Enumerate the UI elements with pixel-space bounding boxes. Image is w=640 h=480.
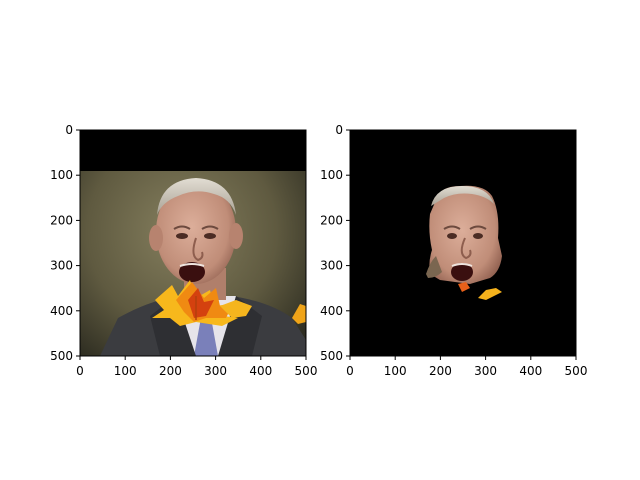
y-tick-label: 0 xyxy=(335,123,343,137)
left-image xyxy=(80,130,306,356)
x-tick-label: 400 xyxy=(249,364,272,378)
y-tick-label: 400 xyxy=(50,304,73,318)
y-tick-label: 500 xyxy=(50,349,73,363)
y-tick-label: 300 xyxy=(320,259,343,273)
x-tick-label: 200 xyxy=(429,364,452,378)
right-image xyxy=(350,130,576,356)
left-panel: 0 100 200 300 400 500 0 100 200 300 400 500 xyxy=(50,123,317,378)
y-tick-label: 0 xyxy=(65,123,73,137)
y-tick-label: 200 xyxy=(50,213,73,227)
x-tick-label: 300 xyxy=(474,364,497,378)
x-tick-label: 0 xyxy=(346,364,354,378)
x-tick-label: 200 xyxy=(159,364,182,378)
x-tick-label: 100 xyxy=(114,364,137,378)
y-tick-label: 200 xyxy=(320,213,343,227)
black-band xyxy=(80,130,306,171)
right-x-ticks: 0 100 200 300 400 500 xyxy=(346,356,587,378)
masked-face xyxy=(426,186,502,284)
x-tick-label: 500 xyxy=(565,364,588,378)
y-tick-label: 500 xyxy=(320,349,343,363)
x-tick-label: 100 xyxy=(384,364,407,378)
x-tick-label: 0 xyxy=(76,364,84,378)
y-tick-label: 100 xyxy=(320,168,343,182)
right-y-ticks: 0 100 200 300 400 500 xyxy=(320,123,350,363)
left-x-ticks: 0 100 200 300 400 500 xyxy=(76,356,317,378)
y-tick-label: 400 xyxy=(320,304,343,318)
right-panel: 0 100 200 300 400 500 0 100 200 300 400 500 xyxy=(320,123,587,378)
y-tick-label: 300 xyxy=(50,259,73,273)
y-tick-label: 100 xyxy=(50,168,73,182)
x-tick-label: 400 xyxy=(519,364,542,378)
x-tick-label: 300 xyxy=(204,364,227,378)
x-tick-label: 500 xyxy=(295,364,318,378)
left-y-ticks: 0 100 200 300 400 500 xyxy=(50,123,80,363)
